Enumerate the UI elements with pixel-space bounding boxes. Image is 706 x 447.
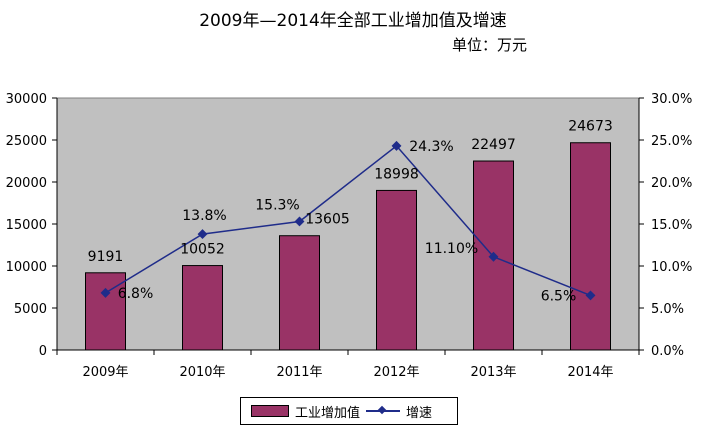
growth-value-label-1: 13.8%	[182, 208, 226, 224]
y-right-tick-label-4: 20.0%	[651, 176, 692, 191]
growth-point-2	[294, 216, 305, 227]
legend-line-label: 增速	[406, 405, 433, 421]
chart-title: 2009年—2014年全部工业增加值及增速	[199, 11, 507, 31]
legend-bar-label: 工业增加值	[295, 405, 361, 421]
growth-point-4	[488, 251, 499, 262]
y-left-tick-label-0: 0	[39, 344, 47, 359]
x-tick-label-5: 2014年	[567, 365, 613, 380]
bar-5	[570, 142, 611, 351]
y-left-tick-label-3: 15000	[6, 218, 47, 233]
growth-value-label-0: 6.8%	[118, 286, 154, 302]
y-right-tick-label-3: 15.0%	[651, 218, 692, 233]
y-right-tick-label-0: 0.0%	[651, 344, 684, 359]
y-right-tick-label-6: 30.0%	[651, 92, 692, 107]
x-tick-label-4: 2013年	[470, 365, 516, 380]
x-tick-label-0: 2009年	[82, 365, 128, 380]
bar-1	[182, 265, 223, 351]
growth-point-3	[391, 140, 402, 151]
bar-2	[279, 235, 320, 351]
y-right-tick-label-1: 5.0%	[651, 302, 684, 317]
y-left-tick-label-1: 5000	[14, 302, 47, 317]
growth-value-label-2: 15.3%	[255, 197, 299, 213]
growth-line	[105, 144, 591, 297]
growth-point-1	[197, 229, 208, 240]
bar-value-label-5: 24673	[568, 119, 613, 135]
y-left-tick-label-4: 20000	[6, 176, 47, 191]
legend: 工业增加值 增速	[240, 397, 458, 425]
legend-bar-swatch	[251, 405, 289, 417]
y-right-tick-label-5: 25.0%	[651, 134, 692, 149]
y-left-tick-label-2: 10000	[6, 260, 47, 275]
bar-value-label-4: 22497	[471, 137, 516, 153]
unit-label: 单位：万元	[452, 36, 528, 54]
bar-value-label-2: 13605	[305, 212, 350, 228]
bar-3	[376, 189, 417, 351]
y-left-tick-label-6: 30000	[6, 92, 47, 107]
legend-line-swatch	[366, 405, 401, 417]
y-right-tick-label-2: 10.0%	[651, 260, 692, 275]
x-tick-label-3: 2012年	[373, 365, 419, 380]
x-tick-label-1: 2010年	[179, 365, 225, 380]
growth-point-5	[585, 290, 596, 301]
plot-area	[56, 97, 640, 351]
x-tick-label-2: 2011年	[276, 365, 322, 380]
growth-value-label-3: 24.3%	[409, 139, 453, 155]
growth-value-label-5: 6.5%	[541, 288, 577, 304]
bar-value-label-3: 18998	[374, 166, 419, 182]
y-left-tick-label-5: 25000	[6, 134, 47, 149]
bar-value-label-0: 9191	[88, 249, 124, 265]
growth-value-label-4: 11.10%	[425, 241, 478, 257]
bar-value-label-1: 10052	[180, 242, 225, 258]
